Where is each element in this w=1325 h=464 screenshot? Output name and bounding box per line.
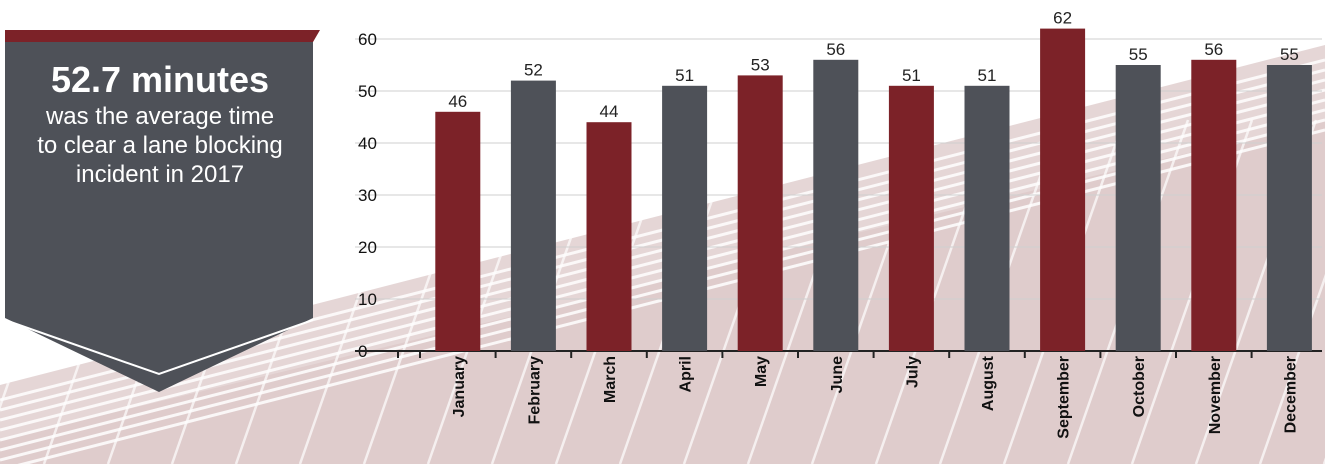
x-tick-label: May xyxy=(753,356,770,387)
data-label: 55 xyxy=(1280,45,1299,64)
y-tick-label: 40 xyxy=(358,134,377,153)
data-label: 52 xyxy=(524,61,543,80)
data-label: 56 xyxy=(1204,40,1223,59)
data-label: 56 xyxy=(826,40,845,59)
x-tick-label: April xyxy=(678,356,695,392)
data-label: 51 xyxy=(978,66,997,85)
x-tick-label: February xyxy=(526,356,543,425)
x-tick-label: October xyxy=(1131,356,1148,417)
bar-april xyxy=(662,85,708,352)
data-label: 46 xyxy=(448,92,467,111)
data-label: 44 xyxy=(600,102,619,121)
bar-march xyxy=(586,122,632,351)
x-tick-label: July xyxy=(904,356,921,388)
x-tick-label: August xyxy=(980,355,997,411)
bar-october xyxy=(1115,65,1161,351)
bar-september xyxy=(1040,28,1086,351)
y-tick-label: 30 xyxy=(358,186,377,205)
stat-callout: 52.7 minutes was the average time to cle… xyxy=(0,0,320,400)
y-tick-label: 20 xyxy=(358,238,377,257)
x-tick-label: November xyxy=(1207,356,1224,434)
x-tick-label: January xyxy=(451,356,468,417)
x-tick-label: September xyxy=(1056,356,1073,439)
bar-july xyxy=(888,85,934,352)
data-label: 53 xyxy=(751,55,770,74)
callout-value: 52.7 minutes xyxy=(50,59,270,100)
callout-text: was the average time to clear a lane blo… xyxy=(37,103,283,188)
data-label: 51 xyxy=(902,66,921,85)
bar-january xyxy=(435,111,481,351)
data-label: 62 xyxy=(1053,9,1072,28)
bar-february xyxy=(510,80,556,351)
data-label: 51 xyxy=(675,66,694,85)
bar-november xyxy=(1191,59,1237,352)
callout-banner xyxy=(4,30,320,392)
bar-may xyxy=(737,75,783,352)
y-tick-label: 10 xyxy=(358,290,377,309)
y-tick-label: 60 xyxy=(358,30,377,49)
x-tick-label: December xyxy=(1282,356,1299,433)
bar-august xyxy=(964,85,1010,352)
data-label: 55 xyxy=(1129,45,1148,64)
bar-june xyxy=(813,59,859,352)
y-tick-label: 50 xyxy=(358,82,377,101)
x-tick-label: March xyxy=(602,356,619,403)
bar-december xyxy=(1266,65,1312,351)
x-tick-label: June xyxy=(829,356,846,393)
